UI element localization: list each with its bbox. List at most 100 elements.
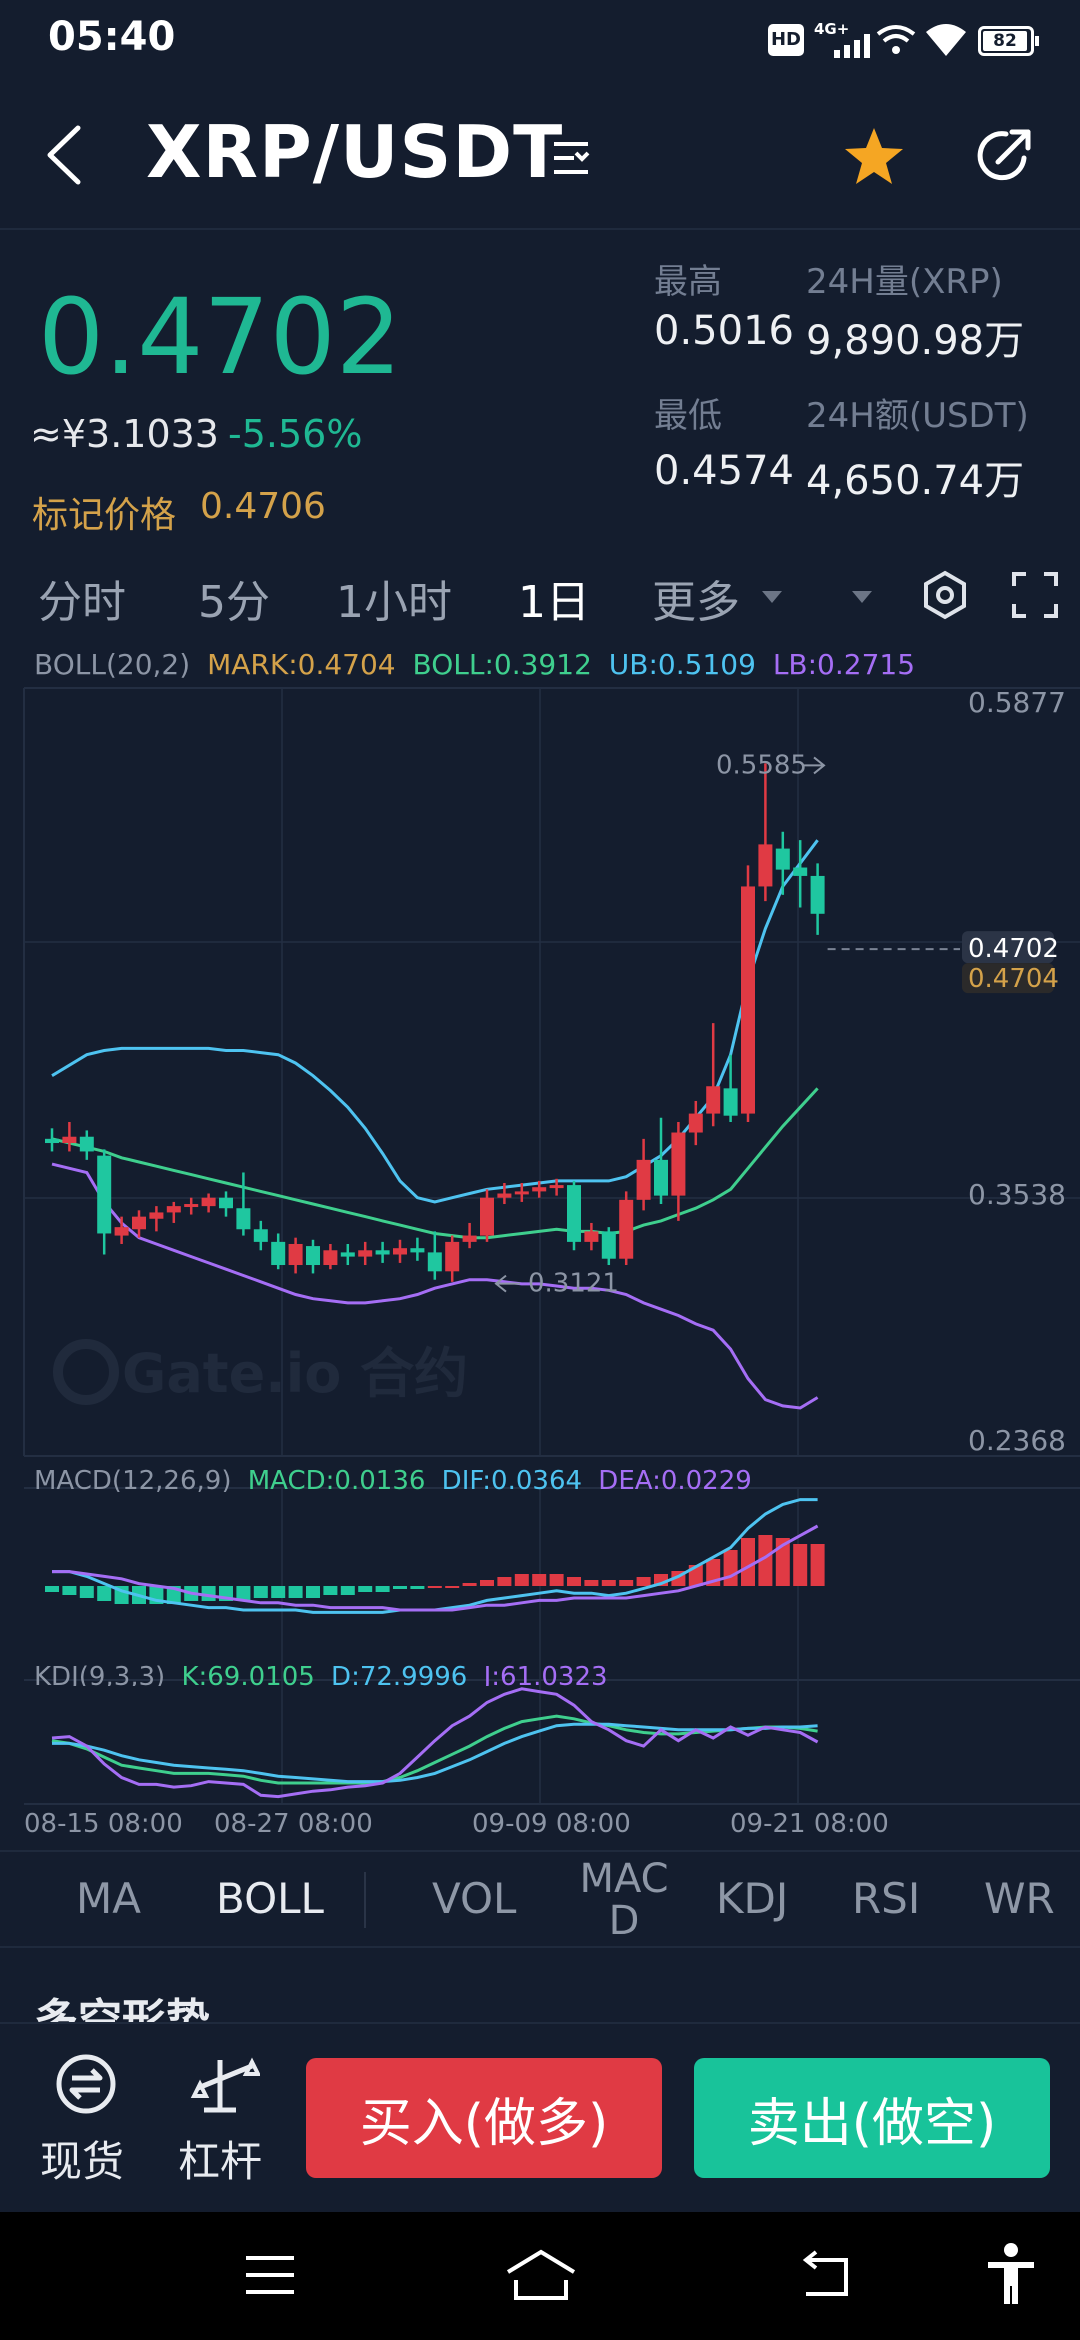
tab-macd[interactable]: MAC D <box>579 1856 669 1944</box>
favorite-button[interactable] <box>842 124 906 192</box>
candle-body <box>775 848 790 870</box>
candle-body <box>567 1185 581 1242</box>
pair-title[interactable]: XRP/USDT <box>146 110 564 194</box>
candle <box>723 1054 738 1123</box>
tab-1hour[interactable]: 1小时 <box>336 577 452 628</box>
tab-rsi[interactable]: RSI <box>852 1874 921 1923</box>
kdj-panel <box>51 1687 819 1799</box>
more-caret-icon <box>762 590 782 609</box>
tab-kdj[interactable]: KDJ <box>716 1874 789 1923</box>
chart-settings-button[interactable] <box>918 568 972 626</box>
candle <box>253 1220 268 1251</box>
candle <box>775 831 790 895</box>
candle <box>114 1216 129 1244</box>
candle-body <box>201 1197 216 1207</box>
macd-bar <box>532 1574 547 1586</box>
status-bar: 05:40 HD 4G+ 82 <box>0 0 1080 84</box>
tab-ma[interactable]: MA <box>76 1874 141 1923</box>
candle-body <box>149 1212 164 1219</box>
candle-body <box>219 1197 233 1209</box>
share-icon <box>977 129 1031 181</box>
buy-long-button[interactable]: 买入(做多) <box>306 2058 662 2178</box>
macd-bar <box>758 1535 773 1586</box>
candle-body <box>79 1136 94 1152</box>
header: XRP/USDT <box>0 84 1080 228</box>
j-value: J:61.0323 <box>483 1662 608 1686</box>
boll-lower-line <box>51 1162 819 1410</box>
leverage-button[interactable]: 杠杆 <box>174 2046 274 2196</box>
macd-bar <box>236 1586 251 1601</box>
kline-chart[interactable]: Gate.io 合约 0.5877 0.3538 0.2368 0.4702 0.470… <box>0 680 1080 1844</box>
candle-body <box>340 1252 355 1257</box>
candle-body <box>184 1204 199 1208</box>
tab-more[interactable]: 更多 <box>652 577 740 628</box>
nav-home-button[interactable] <box>506 2248 576 2306</box>
candle <box>497 1182 512 1205</box>
sell-short-button[interactable]: 卖出(做空) <box>694 2058 1050 2178</box>
k-value: K:69.0105 <box>181 1662 315 1686</box>
candle <box>427 1231 442 1280</box>
candle <box>549 1178 564 1196</box>
macd-bar <box>567 1577 581 1586</box>
tab-vol[interactable]: VOL <box>432 1874 517 1923</box>
candle <box>132 1210 146 1238</box>
macd-bar <box>306 1586 320 1598</box>
macd-bar <box>79 1586 94 1598</box>
kdj-j-line <box>51 1687 819 1799</box>
candle-body <box>549 1185 564 1189</box>
macd-bar <box>636 1577 651 1586</box>
watermark: Gate.io 合约 <box>53 1339 468 1405</box>
macd-bar <box>601 1580 616 1586</box>
candle-body <box>584 1231 599 1242</box>
tab-wr[interactable]: WR <box>984 1874 1055 1923</box>
nav-accessibility-button[interactable] <box>986 2242 1036 2312</box>
watermark-text: Gate.io 合约 <box>122 1342 468 1405</box>
candle-body <box>323 1250 338 1266</box>
indicator-caret-button[interactable] <box>852 590 872 609</box>
divider <box>0 1850 1080 1852</box>
candle-body <box>671 1132 686 1196</box>
candle <box>619 1191 634 1266</box>
boll-value: BOLL:0.3912 <box>412 648 592 681</box>
nav-menu-button[interactable] <box>244 2252 296 2302</box>
spot-button[interactable]: 现货 <box>36 2046 136 2196</box>
macd-value: MACD:0.0136 <box>247 1466 426 1492</box>
nav-back-button[interactable] <box>796 2250 852 2304</box>
low-label: 最低 <box>654 396 722 436</box>
fullscreen-button[interactable] <box>1010 570 1060 624</box>
fullscreen-icon <box>1012 572 1058 618</box>
system-navbar <box>0 2212 1080 2340</box>
macd-name: MACD(12,26,9) <box>34 1466 232 1492</box>
pair-menu-button[interactable] <box>550 136 594 184</box>
tab-timeshare[interactable]: 分时 <box>38 577 126 628</box>
y-tick-label: 0.5877 <box>968 686 1066 719</box>
candle-body <box>306 1246 320 1266</box>
chart-grid <box>23 687 1080 1805</box>
candle <box>462 1222 477 1249</box>
y-tick-label: 0.3538 <box>968 1178 1066 1211</box>
chart-canvas[interactable]: Gate.io 合约 0.5877 0.3538 0.2368 0.47020.470… <box>0 680 1080 1840</box>
cny-price: ≈¥3.1033 <box>30 412 219 456</box>
candle <box>445 1235 460 1282</box>
candle-body <box>619 1199 634 1259</box>
candle-body <box>688 1113 703 1133</box>
mark-value: MARK:0.4704 <box>207 648 396 681</box>
candle-body <box>358 1250 373 1257</box>
candle <box>62 1122 77 1152</box>
macd-bar <box>393 1586 407 1589</box>
tab-boll[interactable]: BOLL <box>216 1874 324 1923</box>
candle <box>306 1239 320 1274</box>
candle-body <box>62 1136 77 1144</box>
tab-5min[interactable]: 5分 <box>198 577 270 628</box>
macd-bar <box>514 1574 529 1586</box>
macd-bar <box>45 1586 59 1592</box>
macd-bar <box>497 1577 512 1586</box>
tab-1day[interactable]: 1日 <box>518 577 590 628</box>
back-button[interactable] <box>40 120 100 192</box>
max-price-annotation: 0.5585 <box>716 750 807 780</box>
candle <box>741 865 755 1123</box>
macd-bar <box>97 1586 112 1601</box>
wifi-icon-secondary <box>876 22 916 62</box>
share-button[interactable] <box>972 124 1036 192</box>
